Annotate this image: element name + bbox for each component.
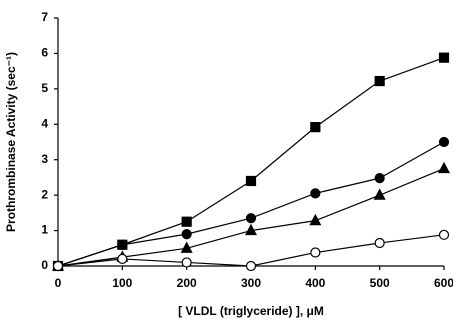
marker [438,52,450,63]
x-tick-label: 200 [177,276,197,290]
y-tick-label: 1 [41,223,48,237]
marker [181,257,192,268]
marker [374,75,385,87]
y-tick-label: 3 [41,152,48,166]
marker [117,253,128,265]
marker [374,173,385,184]
marker [245,260,257,272]
y-tick-label: 6 [41,46,48,60]
y-tick-label: 7 [41,10,48,24]
marker [310,247,321,258]
x-axis-label: [ VLDL (triglyceride) ], μM [178,304,324,318]
x-tick-label: 400 [305,276,325,290]
x-tick-label: 0 [55,276,62,290]
y-tick-label: 4 [41,116,48,130]
marker [245,213,257,224]
x-tick-label: 600 [434,276,453,290]
y-tick-label: 5 [41,81,48,95]
marker [310,188,321,199]
marker [245,175,257,187]
marker [309,213,322,226]
marker [52,260,64,272]
marker [438,161,450,174]
marker [373,188,386,200]
marker [438,136,450,148]
y-axis-label: Prothrombinase Activity (sec⁻¹) [4,52,18,232]
x-tick-label: 100 [112,276,132,290]
marker [310,122,321,133]
marker [374,237,385,249]
x-tick-label: 300 [241,276,261,290]
marker [180,241,193,253]
marker [181,229,192,240]
x-tick-label: 500 [370,276,390,290]
marker [117,239,128,250]
series-line [57,141,445,267]
marker [181,216,192,227]
y-tick-label: 0 [41,258,48,272]
y-tick-label: 2 [41,187,48,201]
marker [245,223,257,236]
marker [438,229,450,240]
